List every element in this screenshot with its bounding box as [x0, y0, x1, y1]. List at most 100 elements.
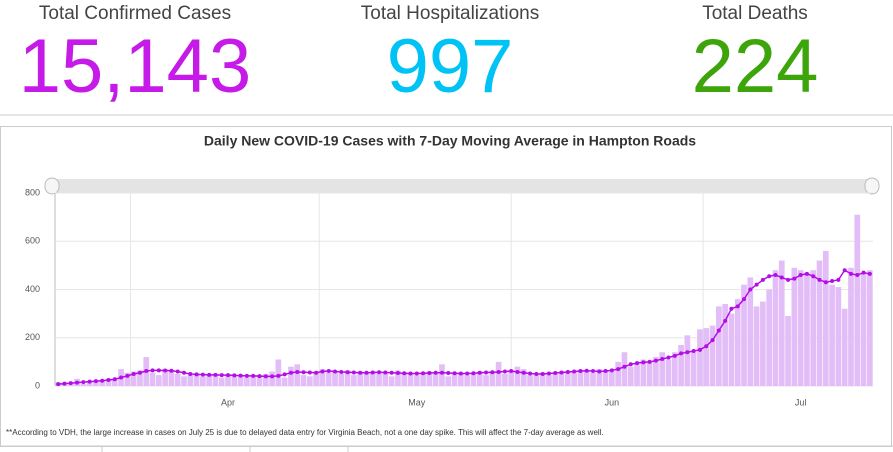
- average-dot: [288, 370, 293, 375]
- bar: [237, 375, 244, 386]
- bar: [722, 303, 728, 386]
- bar: [860, 272, 867, 386]
- bar: [634, 364, 640, 386]
- average-dot: [377, 370, 382, 375]
- kpi-label: Total Hospitalizations: [361, 3, 539, 24]
- bar: [200, 376, 206, 386]
- average-dot: [716, 328, 721, 333]
- bar: [602, 370, 609, 386]
- average-dot: [672, 353, 677, 358]
- average-dot: [559, 370, 564, 375]
- bar: [376, 373, 382, 386]
- average-dot: [169, 368, 174, 373]
- average-dot: [251, 373, 256, 378]
- average-dot: [521, 370, 526, 375]
- average-dot: [81, 380, 86, 385]
- average-dot: [68, 381, 73, 386]
- average-dot: [534, 371, 539, 376]
- average-dot: [333, 369, 338, 374]
- average-dot: [87, 379, 92, 384]
- average-dot: [572, 369, 577, 374]
- bar: [137, 370, 143, 386]
- average-dot: [836, 277, 841, 282]
- bar: [659, 352, 666, 386]
- bar: [508, 371, 515, 386]
- bar: [470, 373, 477, 386]
- average-dot: [502, 369, 507, 374]
- bar: [149, 372, 156, 386]
- average-dot: [358, 370, 363, 375]
- bar: [212, 373, 219, 386]
- average-dot: [509, 369, 514, 374]
- bar: [407, 373, 414, 386]
- bar: [426, 371, 433, 386]
- average-dot: [207, 372, 212, 377]
- x-tick-label: May: [408, 397, 426, 407]
- bar: [351, 375, 357, 386]
- average-dot: [679, 351, 684, 356]
- bar: [690, 352, 697, 386]
- bar: [458, 373, 464, 386]
- bar: [577, 370, 584, 386]
- average-dot: [622, 364, 627, 369]
- average-dot: [93, 379, 98, 384]
- bar: [256, 375, 263, 386]
- bar: [363, 372, 370, 386]
- bar: [816, 260, 823, 386]
- average-dot: [666, 355, 671, 360]
- bar: [432, 373, 439, 386]
- average-dot: [339, 370, 344, 375]
- average-dot: [56, 382, 61, 387]
- bar: [728, 313, 735, 386]
- average-dot: [119, 375, 124, 380]
- bar: [514, 366, 521, 386]
- average-dot: [653, 358, 658, 363]
- bar: [835, 287, 842, 386]
- range-slider[interactable]: [48, 179, 878, 193]
- bar: [86, 382, 93, 386]
- bar: [854, 214, 861, 386]
- bar: [533, 375, 540, 386]
- bar: [288, 366, 294, 386]
- slider-handle[interactable]: [864, 177, 880, 195]
- average-dot: [779, 275, 784, 280]
- y-tick-label: 200: [25, 332, 40, 342]
- bar: [621, 352, 628, 386]
- average-dot: [156, 368, 161, 373]
- y-tick-label: 800: [25, 187, 40, 197]
- slider-handle[interactable]: [44, 177, 60, 195]
- y-tick-label: 600: [25, 236, 40, 246]
- bar: [130, 371, 137, 386]
- average-dot: [282, 372, 287, 377]
- average-dot: [150, 368, 155, 373]
- average-dot: [326, 369, 331, 374]
- average-dot: [320, 369, 325, 374]
- bar: [225, 375, 231, 386]
- bar: [684, 335, 691, 386]
- bar: [760, 301, 766, 386]
- average-dot: [817, 277, 822, 282]
- average-dot: [75, 380, 80, 385]
- average-dot: [414, 371, 419, 376]
- bar: [332, 371, 338, 386]
- bar: [502, 373, 508, 386]
- bar: [111, 379, 118, 386]
- kpi-value: 997: [387, 24, 514, 109]
- bar: [785, 316, 791, 386]
- average-dot: [421, 371, 426, 376]
- bar: [564, 372, 571, 386]
- bar: [445, 376, 452, 386]
- average-dot: [427, 370, 432, 375]
- bar: [388, 376, 395, 386]
- average-dot: [628, 362, 633, 367]
- average-dot: [760, 277, 765, 282]
- average-dot: [100, 378, 105, 383]
- bar: [313, 371, 319, 386]
- average-dot: [528, 371, 533, 376]
- bar: [571, 371, 577, 386]
- average-dot: [786, 277, 791, 282]
- average-dot: [219, 373, 224, 378]
- average-dot: [704, 344, 709, 349]
- average-dot: [685, 350, 690, 355]
- bar: [250, 376, 257, 386]
